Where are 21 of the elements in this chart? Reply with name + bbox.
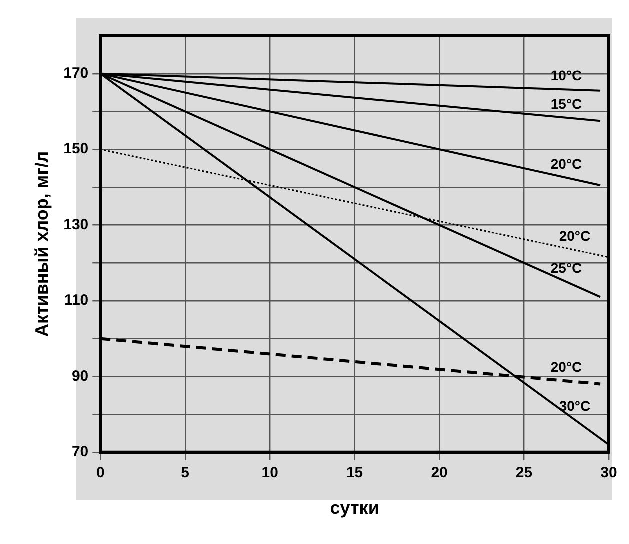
- x-tick-label: 10: [262, 464, 278, 482]
- y-axis-title: Активный хлор, мг/л: [32, 151, 52, 338]
- y-tick-label: 90: [72, 368, 89, 385]
- y-tick-label: 150: [64, 140, 89, 158]
- y-tick-label: 70: [72, 444, 89, 461]
- x-tick-label: 25: [516, 464, 533, 482]
- series-label: 15°C: [550, 96, 582, 112]
- y-tick-label: 170: [64, 64, 89, 82]
- series-label: 25°C: [550, 260, 582, 276]
- x-tick-label: 5: [181, 464, 190, 482]
- series-label: 30°C: [559, 398, 591, 414]
- series-label: 20°C: [550, 359, 582, 376]
- y-tick-label: 110: [64, 292, 89, 310]
- x-tick-label: 0: [96, 464, 105, 482]
- x-tick-label: 30: [600, 464, 618, 482]
- series-label: 20°C: [550, 156, 582, 172]
- x-axis-title: сутки: [330, 498, 380, 518]
- x-tick-label: 15: [346, 464, 364, 482]
- x-tick-label: 20: [431, 464, 448, 482]
- series-label: 20°C: [559, 228, 591, 244]
- y-tick-label: 130: [64, 216, 89, 234]
